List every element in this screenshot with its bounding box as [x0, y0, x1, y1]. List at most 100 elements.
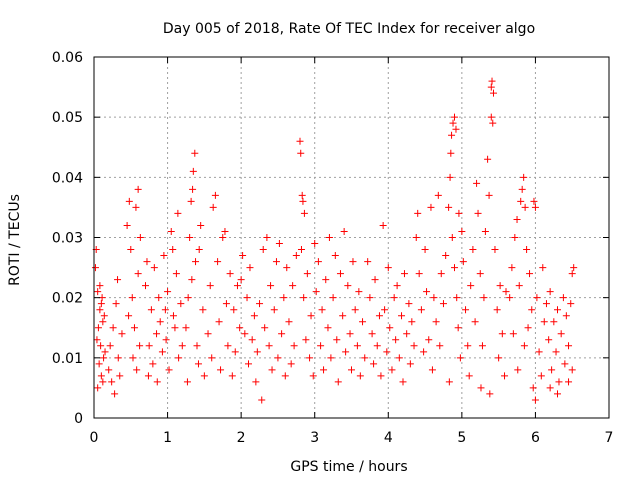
data-point — [364, 258, 372, 266]
data-point — [520, 173, 528, 181]
data-point — [274, 354, 282, 362]
data-point — [178, 342, 186, 350]
x-axis-label: GPS time / hours — [290, 459, 407, 475]
data-point — [555, 378, 563, 386]
data-point — [445, 203, 453, 211]
data-point — [172, 270, 180, 278]
data-point — [546, 384, 554, 392]
data-point — [125, 197, 133, 205]
data-point — [445, 378, 453, 386]
data-point — [471, 318, 479, 326]
data-point — [565, 342, 573, 350]
data-point — [189, 185, 197, 193]
y-tick-label: 0.06 — [52, 50, 83, 66]
data-point — [567, 300, 575, 308]
data-point — [187, 197, 195, 205]
data-point — [361, 354, 369, 362]
data-point — [97, 300, 105, 308]
data-point — [214, 258, 222, 266]
data-point — [523, 246, 531, 254]
data-point — [383, 348, 391, 356]
data-point — [195, 246, 203, 254]
data-point — [116, 372, 124, 380]
data-point — [109, 324, 117, 332]
data-point — [399, 378, 407, 386]
data-point — [421, 246, 429, 254]
data-point — [442, 252, 450, 260]
data-point — [153, 330, 161, 338]
data-point — [96, 306, 104, 314]
data-point — [129, 354, 137, 362]
x-tick-label: 0 — [90, 430, 99, 446]
data-point — [334, 378, 342, 386]
data-point — [169, 246, 177, 254]
data-point — [96, 282, 104, 290]
data-point — [250, 312, 258, 320]
data-point — [449, 119, 457, 127]
data-point — [530, 197, 538, 205]
data-point — [169, 312, 177, 320]
data-point — [97, 372, 105, 380]
data-point — [161, 306, 169, 314]
data-point — [318, 306, 326, 314]
x-tick-label: 3 — [310, 430, 319, 446]
data-point — [446, 173, 454, 181]
data-point — [568, 270, 576, 278]
data-point — [306, 354, 314, 362]
data-points-layer — [91, 77, 578, 404]
y-tick-label: 0.01 — [52, 351, 83, 367]
data-point — [384, 264, 392, 272]
data-point — [359, 318, 367, 326]
data-point — [408, 318, 416, 326]
data-point — [231, 348, 239, 356]
data-point — [94, 288, 102, 296]
data-point — [484, 155, 492, 163]
data-point — [228, 372, 236, 380]
data-point — [265, 342, 273, 350]
data-point — [406, 360, 414, 368]
data-point — [459, 258, 467, 266]
data-point — [480, 294, 488, 302]
data-point — [243, 294, 251, 302]
data-point — [452, 125, 460, 133]
data-point — [400, 270, 408, 278]
data-point — [348, 366, 355, 374]
data-point — [285, 318, 293, 326]
y-tick-label: 0.03 — [52, 231, 83, 247]
data-point — [99, 318, 107, 326]
data-point — [118, 330, 126, 338]
data-point — [174, 209, 182, 217]
data-point — [296, 137, 304, 145]
data-point — [514, 366, 522, 374]
data-point — [454, 324, 462, 332]
data-point — [331, 252, 339, 260]
data-point — [405, 300, 413, 308]
y-tick-label: 0.02 — [52, 291, 83, 307]
data-point — [487, 113, 495, 121]
data-point — [432, 318, 440, 326]
data-point — [562, 312, 570, 320]
data-point — [272, 258, 280, 266]
data-point — [302, 336, 310, 344]
data-point — [390, 294, 398, 302]
data-point — [230, 306, 238, 314]
data-point — [128, 294, 136, 302]
data-point — [456, 354, 464, 362]
data-point — [144, 372, 152, 380]
data-point — [491, 246, 499, 254]
data-point — [259, 246, 267, 254]
data-point — [208, 354, 216, 362]
data-point — [134, 185, 142, 193]
data-point — [298, 191, 306, 199]
data-point — [209, 203, 217, 211]
ticks-layer: 0 1 2 3 4 5 6 7 0 0.01 0.02 0.03 0.04 0.05 0.06 — [52, 50, 614, 446]
data-point — [186, 234, 194, 241]
data-point — [410, 342, 418, 350]
data-point — [246, 264, 254, 272]
x-tick-label: 7 — [605, 430, 614, 446]
data-point — [307, 312, 315, 320]
data-point — [312, 288, 320, 296]
data-point — [340, 227, 348, 235]
data-point — [528, 306, 536, 314]
data-point — [197, 221, 205, 229]
